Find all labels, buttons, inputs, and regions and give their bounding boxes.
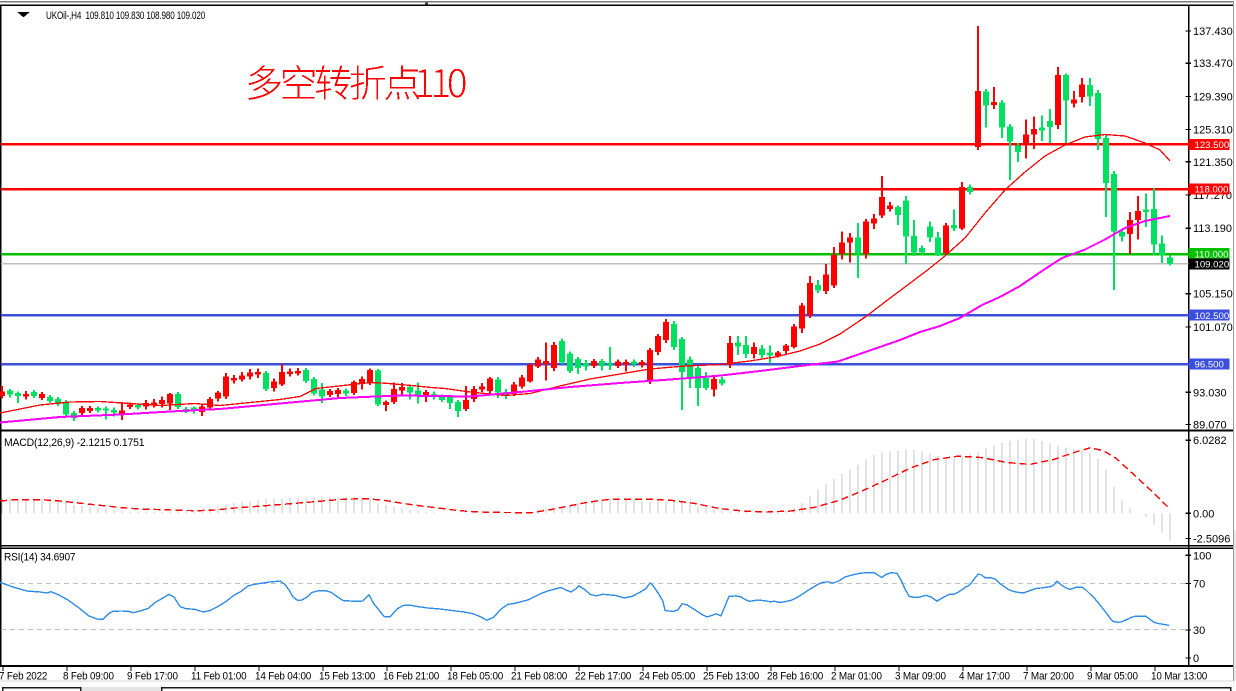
svg-text:11 Feb 01:00: 11 Feb 01:00 [191,671,247,683]
svg-text:70: 70 [1193,579,1205,591]
svg-text:101.070: 101.070 [1193,322,1233,334]
svg-text:133.470: 133.470 [1193,58,1233,70]
svg-text:21 Feb 08:00: 21 Feb 08:00 [511,671,567,683]
svg-text:100: 100 [1193,550,1211,562]
svg-text:118.000: 118.000 [1195,185,1229,196]
svg-text:28 Feb 16:00: 28 Feb 16:00 [767,671,823,683]
svg-text:22 Feb 17:00: 22 Feb 17:00 [575,671,631,683]
svg-text:93.030: 93.030 [1193,387,1227,399]
svg-text:7 Mar 20:00: 7 Mar 20:00 [1023,671,1074,683]
svg-text:0: 0 [1193,653,1199,665]
svg-text:3 Mar 09:00: 3 Mar 09:00 [895,671,946,683]
svg-text:121.350: 121.350 [1193,157,1233,169]
svg-text:24 Feb 05:00: 24 Feb 05:00 [639,671,695,683]
svg-text:113.190: 113.190 [1193,223,1232,235]
svg-text:10 Mar 13:00: 10 Mar 13:00 [1151,671,1207,683]
svg-text:MACD(12,26,9) -2.1215 0.1751: MACD(12,26,9) -2.1215 0.1751 [4,437,145,449]
svg-text:RSI(14) 34.6907: RSI(14) 34.6907 [4,551,76,563]
svg-text:123.500: 123.500 [1195,140,1230,151]
svg-text:9 Mar 05:00: 9 Mar 05:00 [1087,671,1138,683]
svg-text:2 Mar 01:00: 2 Mar 01:00 [831,671,882,683]
svg-text:UKOil-,H4 109.810 109.830 108: UKOil-,H4 109.810 109.830 108.980 109.02… [46,10,205,23]
svg-text:-2.5096: -2.5096 [1193,533,1230,545]
svg-text:25 Feb 13:00: 25 Feb 13:00 [703,671,759,683]
svg-text:6.0282: 6.0282 [1193,435,1227,447]
svg-text:4 Mar 17:00: 4 Mar 17:00 [959,671,1010,683]
svg-text:105.150: 105.150 [1193,289,1233,301]
svg-text:109.020: 109.020 [1195,259,1230,270]
svg-text:30: 30 [1193,625,1205,637]
svg-text:96.500: 96.500 [1195,360,1224,371]
svg-text:15 Feb 13:00: 15 Feb 13:00 [319,671,375,683]
svg-text:125.310: 125.310 [1193,125,1233,137]
svg-text:8 Feb 09:00: 8 Feb 09:00 [63,671,114,683]
svg-text:89.070: 89.070 [1193,420,1227,432]
svg-text:129.390: 129.390 [1193,91,1233,103]
svg-text:0.00: 0.00 [1193,508,1214,520]
svg-text:9 Feb 17:00: 9 Feb 17:00 [127,671,178,683]
svg-text:18 Feb 05:00: 18 Feb 05:00 [447,671,503,683]
svg-text:110.000: 110.000 [1195,249,1229,260]
svg-text:16 Feb 21:00: 16 Feb 21:00 [383,671,439,683]
svg-text:137.430: 137.430 [1193,26,1233,38]
svg-text:14 Feb 04:00: 14 Feb 04:00 [255,671,311,683]
svg-text:102.500: 102.500 [1195,311,1230,322]
svg-text:7 Feb 2022: 7 Feb 2022 [0,671,48,683]
